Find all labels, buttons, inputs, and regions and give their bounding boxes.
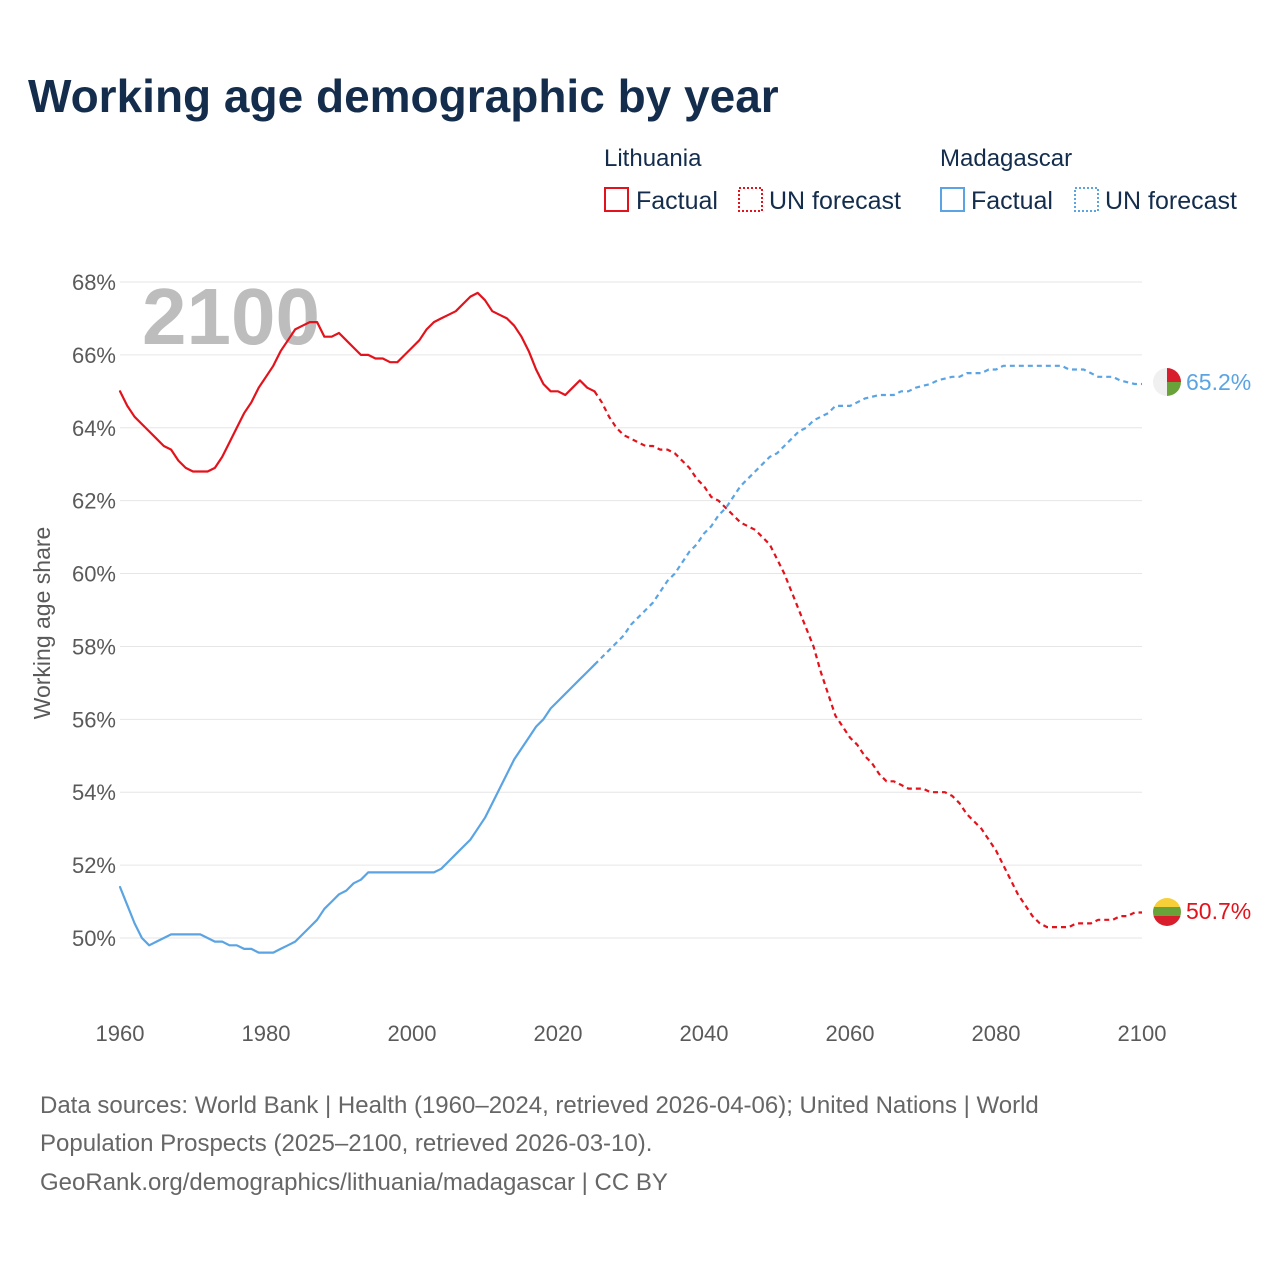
legend-group-madagascar: Madagascar: [940, 145, 1072, 172]
series-line-madagascar-factual: [118, 663, 596, 954]
legend: Lithuania Factual UN forecast Madagascar…: [604, 145, 1237, 215]
madagascar-end-flag-icon: [1153, 368, 1181, 396]
legend-label-lithuania-forecast: UN forecast: [769, 187, 901, 215]
x-axis-ticks: 1960 1980 2000 2020 2040 2060 2080 2100: [96, 1021, 1167, 1046]
source-line-2: Population Prospects (2025–2100, retriev…: [40, 1130, 652, 1157]
y-tick-label: 56%: [72, 707, 116, 732]
legend-swatch-madagascar-forecast: [1074, 187, 1099, 212]
legend-swatch-lithuania-forecast: [738, 187, 763, 212]
x-tick-label: 1980: [242, 1021, 291, 1046]
x-tick-label: 2000: [388, 1021, 437, 1046]
x-tick-label: 2040: [680, 1021, 729, 1046]
series-lines: [118, 291, 1142, 954]
y-axis-ticks: 50% 52% 54% 56% 58% 60% 62% 64% 66% 68%: [72, 270, 116, 951]
chart-title: Working age demographic by year: [28, 70, 779, 122]
x-tick-label: 2100: [1118, 1021, 1167, 1046]
year-watermark: 2100: [142, 272, 320, 361]
madagascar-end-value: 65.2%: [1186, 369, 1251, 395]
x-tick-label: 2060: [826, 1021, 875, 1046]
legend-swatch-madagascar-factual: [940, 187, 965, 212]
series-line-lithuania-forecast: [593, 390, 1142, 929]
series-line-lithuania-factual: [118, 291, 596, 473]
y-tick-label: 54%: [72, 780, 116, 805]
y-tick-label: 66%: [72, 343, 116, 368]
y-tick-label: 68%: [72, 270, 116, 295]
legend-group-lithuania: Lithuania: [604, 145, 702, 172]
source-line-1: Data sources: World Bank | Health (1960–…: [40, 1092, 1039, 1119]
source-line-3[interactable]: GeoRank.org/demographics/lithuania/madag…: [40, 1169, 668, 1196]
x-tick-label: 1960: [96, 1021, 145, 1046]
legend-label-lithuania-factual: Factual: [636, 187, 718, 215]
lithuania-end-flag-icon: [1153, 898, 1181, 926]
y-tick-label: 60%: [72, 562, 116, 587]
legend-label-madagascar-factual: Factual: [971, 187, 1053, 215]
x-tick-label: 2020: [534, 1021, 583, 1046]
y-tick-label: 64%: [72, 416, 116, 441]
legend-label-madagascar-forecast: UN forecast: [1105, 187, 1237, 215]
y-tick-label: 62%: [72, 489, 116, 514]
x-tick-label: 2080: [972, 1021, 1021, 1046]
lithuania-end-value: 50.7%: [1186, 898, 1251, 924]
y-axis-label: Working age share: [29, 527, 55, 720]
legend-swatch-lithuania-factual: [604, 187, 629, 212]
y-tick-label: 52%: [72, 853, 116, 878]
gridlines: [120, 281, 1142, 939]
y-tick-label: 58%: [72, 634, 116, 659]
y-tick-label: 50%: [72, 926, 116, 951]
series-line-madagascar-forecast: [593, 364, 1142, 666]
